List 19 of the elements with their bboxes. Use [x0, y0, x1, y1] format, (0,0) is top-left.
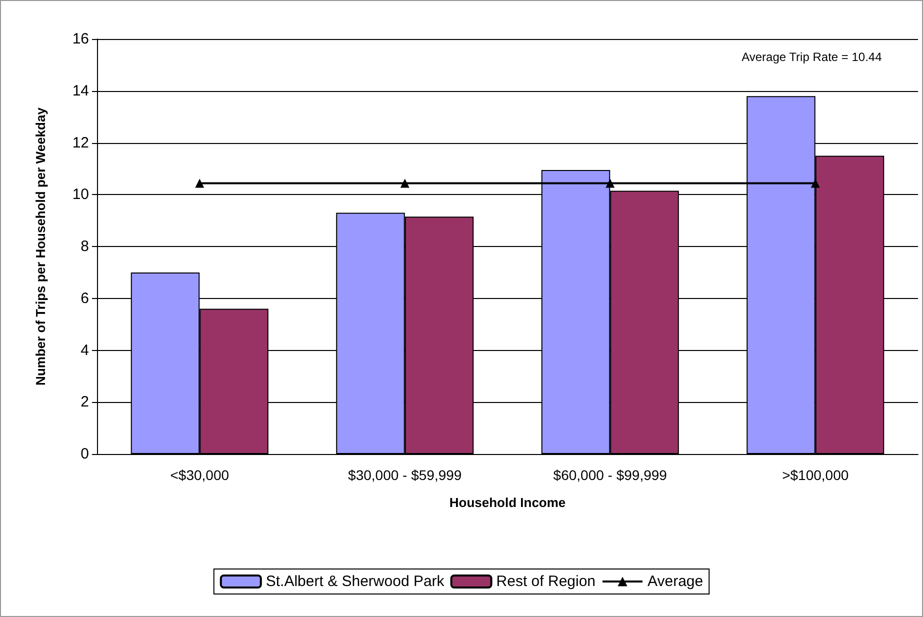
legend-label: Rest of Region: [496, 573, 596, 590]
y-tick-label: 2: [80, 394, 89, 411]
legend-label: Average: [648, 573, 704, 590]
y-tick-label: 6: [80, 290, 89, 307]
y-tick-label: 16: [72, 30, 89, 48]
y-tick-label: 14: [72, 82, 89, 100]
x-tick-label: $30,000 - $59,999: [348, 467, 462, 483]
y-tick-label: 0: [80, 446, 89, 462]
y-tick-label: 12: [72, 134, 89, 152]
y-tick-label: 10: [72, 186, 89, 204]
x-tick-label: $60,000 - $99,999: [553, 467, 668, 483]
x-tick-label: <$30,000: [170, 467, 230, 483]
annotation: Average Trip Rate = 10.44: [742, 50, 882, 64]
x-axis-title: Household Income: [449, 495, 566, 510]
y-axis-title: Number of Trips per Household per Weekday: [33, 106, 48, 386]
x-tick-label: >$100,000: [782, 467, 849, 483]
y-tick-label: 4: [80, 342, 89, 359]
y-tick-label: 8: [80, 238, 89, 255]
legend-label: St.Albert & Sherwood Park: [266, 573, 445, 590]
